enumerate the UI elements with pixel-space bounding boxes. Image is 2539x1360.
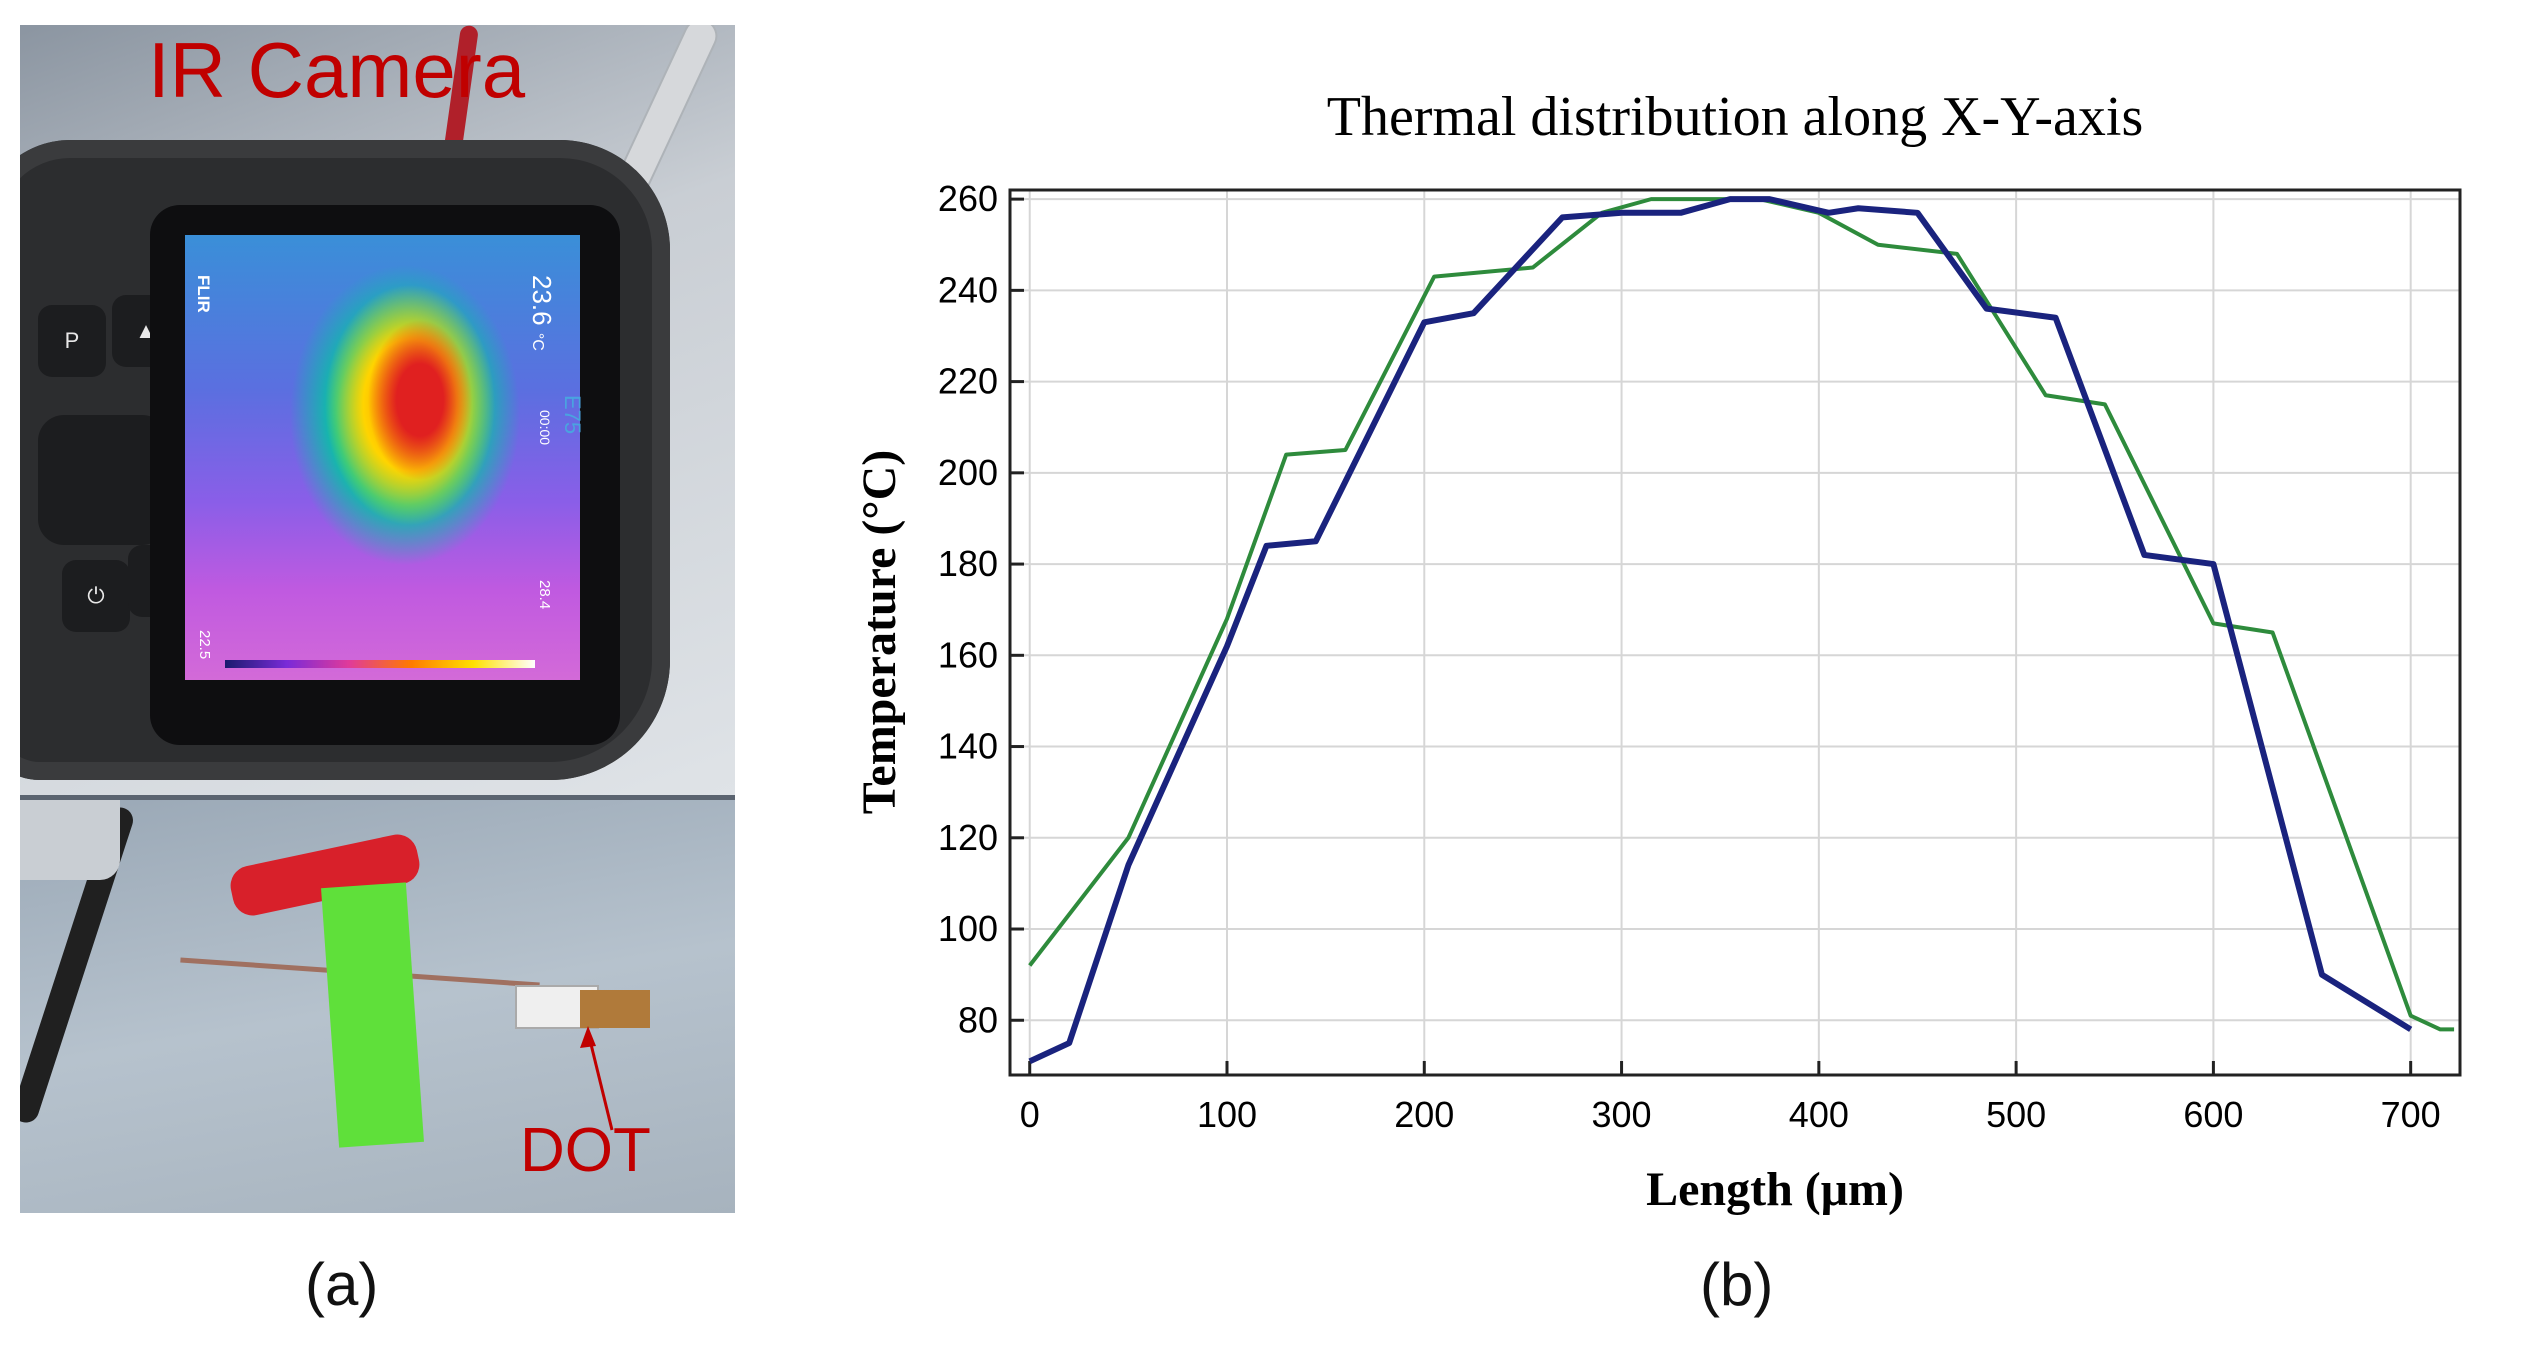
time-readout: 00:00 <box>537 410 553 446</box>
y-tick-label: 80 <box>958 999 998 1040</box>
camera-button-power: ⏻ <box>62 560 130 632</box>
plot-frame <box>1008 188 2462 1077</box>
dot-label: DOT <box>520 1116 651 1185</box>
y-tick-label: 140 <box>938 726 998 767</box>
dot-substrate <box>580 990 650 1028</box>
camera-dpad <box>38 415 168 545</box>
y-tick-label: 220 <box>938 361 998 402</box>
x-tick-label: 400 <box>1789 1094 1849 1135</box>
x-tick-label: 700 <box>2381 1094 2441 1135</box>
camera-button-p: P <box>38 305 106 377</box>
x-tick-label: 0 <box>1020 1094 1040 1135</box>
thermal-image: FLIR 23.6 °C 00:00 28.4 22.5 <box>185 235 580 680</box>
color-scale-bar <box>225 660 535 668</box>
y-tick-label: 180 <box>938 543 998 584</box>
plastic-box <box>20 800 120 880</box>
y-tick-label: 260 <box>938 178 998 219</box>
y-tick-label: 160 <box>938 634 998 675</box>
scale-min: 22.5 <box>196 630 213 660</box>
x-tick-label: 300 <box>1592 1094 1652 1135</box>
thermal-distribution-chart: Thermal distribution along X-Y-axis 0 100… <box>853 86 2462 1216</box>
x-axis-label: Length (μm) <box>1646 1163 1904 1216</box>
ir-camera-photo: P ▲ ⏻ ↶ FLIR 23.6 °C 00:00 28.4 22.5 E75 <box>20 25 735 1213</box>
x-tick-label: 100 <box>1197 1094 1257 1135</box>
axis-ticks: 0 100 200 300 400 500 600 700 80 100 120 140 160 180 2… <box>938 178 2441 1135</box>
y-tick-label: 200 <box>938 452 998 493</box>
y-tick-label: 100 <box>938 908 998 949</box>
temp-value: 23.6 <box>527 275 557 326</box>
x-tick-label: 600 <box>2183 1094 2243 1135</box>
temp-reading: 23.6 °C <box>526 275 557 351</box>
y-tick-label: 240 <box>938 269 998 310</box>
series-line-1 <box>1028 197 2455 1032</box>
ir-camera-label: IR Camera <box>148 26 526 114</box>
caption-b: (b) <box>1700 1251 1774 1318</box>
test-bench-photo <box>20 800 735 1213</box>
camera-model-label: E75 <box>560 395 585 435</box>
chart-title: Thermal distribution along X-Y-axis <box>1327 86 2144 148</box>
dot-arrow <box>580 1026 614 1131</box>
flir-logo: FLIR <box>194 275 213 313</box>
x-tick-label: 500 <box>1986 1094 2046 1135</box>
chart-grid <box>1010 190 2460 1075</box>
x-tick-label: 200 <box>1394 1094 1454 1135</box>
caption-a: (a) <box>305 1251 379 1318</box>
y-tick-label: 120 <box>938 817 998 858</box>
series-lines <box>1028 196 2455 1065</box>
series-line-2 <box>1028 196 2413 1065</box>
scale-max: 28.4 <box>536 580 553 610</box>
y-axis-label: Temperature (°C) <box>853 450 906 814</box>
temp-unit: °C <box>529 332 546 351</box>
